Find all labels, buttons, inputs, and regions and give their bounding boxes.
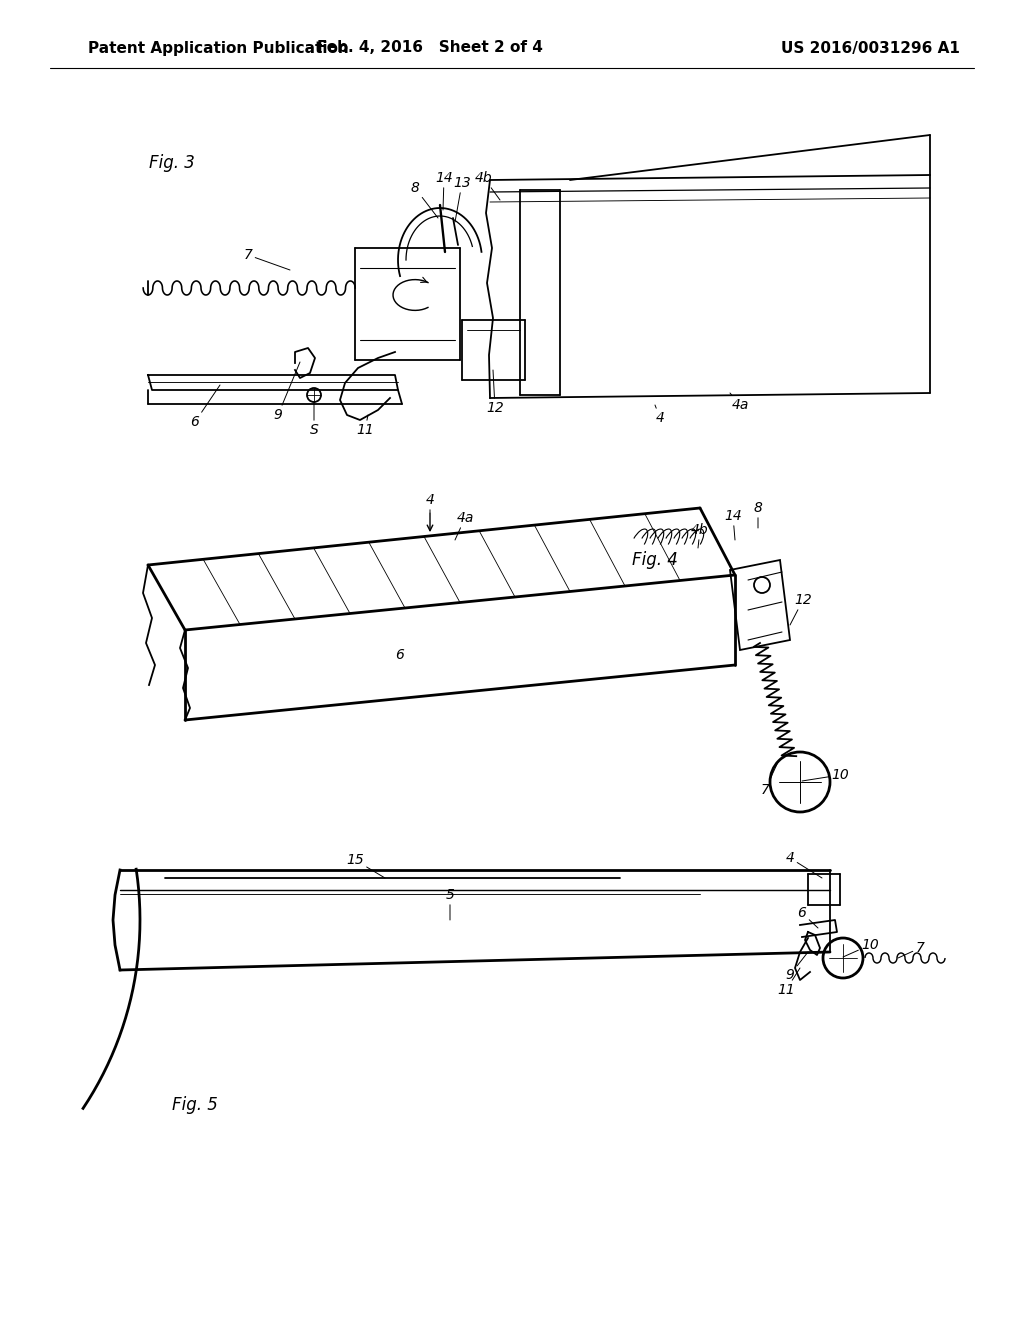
Text: 4b: 4b [475,172,500,201]
Text: 6: 6 [395,648,404,663]
Text: 4: 4 [655,405,665,425]
Text: 9: 9 [785,952,808,982]
Text: 9: 9 [273,362,300,422]
Text: 13: 13 [454,176,471,222]
Text: Fig. 4: Fig. 4 [632,550,678,569]
Text: 7: 7 [244,248,290,271]
Text: 11: 11 [356,414,374,437]
Text: Fig. 3: Fig. 3 [150,154,195,172]
Text: Fig. 5: Fig. 5 [172,1096,218,1114]
Text: 4a: 4a [455,511,474,540]
Text: 4: 4 [785,851,822,878]
Text: 4: 4 [426,492,434,512]
Text: 12: 12 [486,370,504,414]
Text: 4b: 4b [691,523,709,548]
Text: US 2016/0031296 A1: US 2016/0031296 A1 [780,41,959,55]
Text: 7: 7 [761,762,778,797]
Text: 10: 10 [802,768,849,781]
Text: 15: 15 [346,853,385,878]
Text: 14: 14 [724,510,741,540]
Text: 5: 5 [445,888,455,920]
Text: 14: 14 [435,172,453,210]
Text: 11: 11 [777,968,800,997]
Text: 6: 6 [190,385,220,429]
Text: 7: 7 [898,941,925,958]
Text: 10: 10 [843,939,879,957]
Text: S: S [309,403,318,437]
Text: Patent Application Publication: Patent Application Publication [88,41,349,55]
Text: Feb. 4, 2016   Sheet 2 of 4: Feb. 4, 2016 Sheet 2 of 4 [317,41,543,55]
Text: 12: 12 [790,593,812,624]
Text: 4a: 4a [730,393,749,412]
Text: 8: 8 [754,502,763,528]
Text: 6: 6 [798,906,818,928]
Text: 8: 8 [411,181,438,218]
